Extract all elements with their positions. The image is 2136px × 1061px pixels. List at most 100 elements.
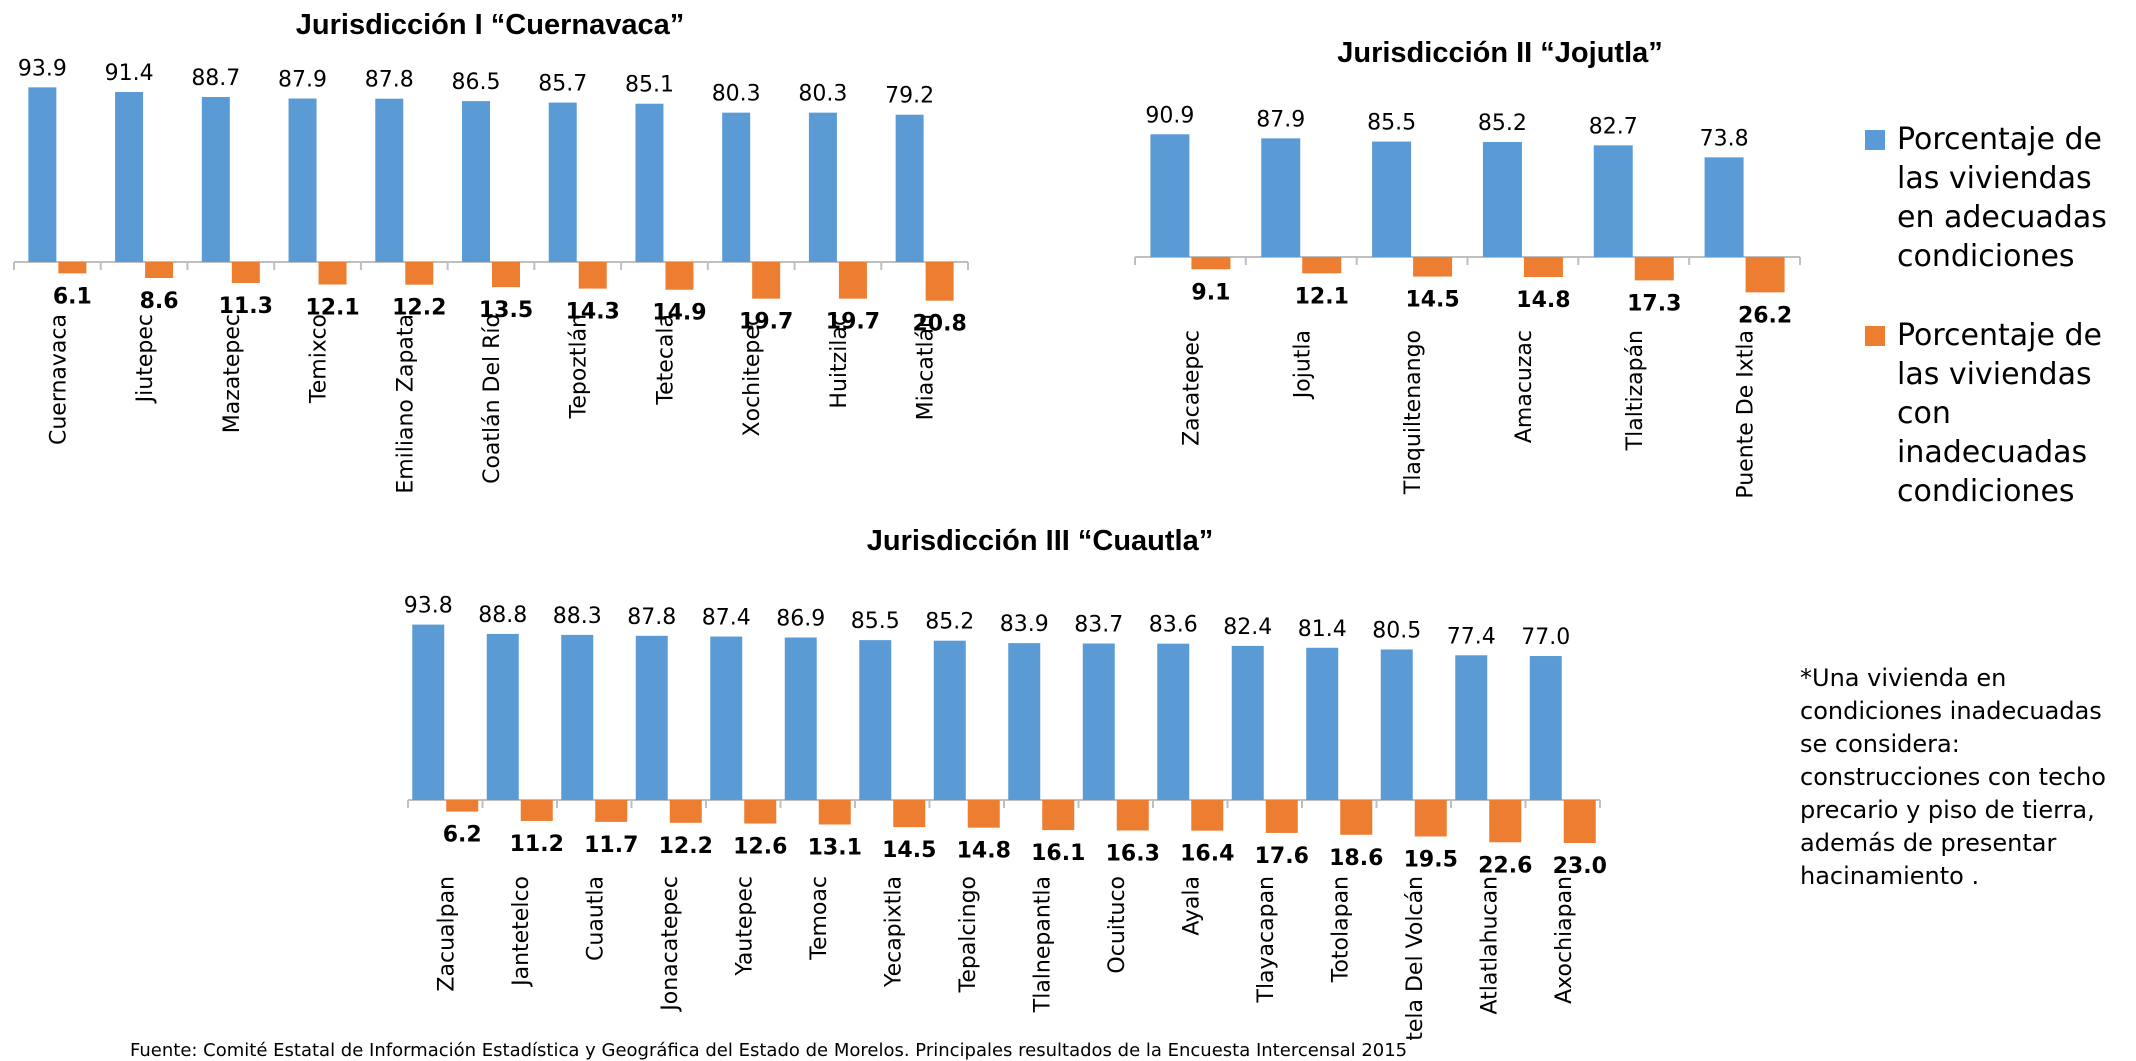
data-label-inadequate: 26.2	[1738, 303, 1792, 328]
bar-inadequate	[1340, 800, 1373, 835]
data-label-inadequate: 11.2	[510, 832, 564, 857]
category-label: Cuautla	[583, 876, 608, 961]
bar-inadequate	[1489, 800, 1522, 843]
category-label: Jojutla	[1290, 330, 1315, 400]
bar-inadequate	[595, 800, 628, 822]
source-text: Fuente: Comité Estatal de Información Es…	[130, 1040, 1408, 1061]
legend: Porcentaje de las viviendas en adecuadas…	[1865, 120, 2135, 535]
bar-adequate	[808, 112, 837, 262]
bar-adequate	[1082, 643, 1115, 800]
data-label-inadequate: 16.1	[1031, 841, 1085, 866]
category-label: Atlatlahucan	[1477, 876, 1502, 1015]
data-label-adequate: 87.8	[365, 68, 414, 93]
data-label-inadequate: 12.2	[659, 834, 713, 859]
category-label: Axochiapan	[1552, 876, 1577, 1004]
data-label-adequate: 87.9	[278, 68, 327, 93]
bar-inadequate	[1191, 800, 1224, 831]
data-label-inadequate: 20.8	[912, 312, 966, 337]
data-label-adequate: 85.1	[625, 73, 674, 98]
data-label-inadequate: 17.6	[1255, 844, 1309, 869]
bar-inadequate	[1413, 257, 1453, 277]
legend-item-inadequate: Porcentaje de las viviendas con inadecua…	[1865, 316, 2135, 511]
data-label-adequate: 87.8	[627, 605, 676, 630]
data-label-inadequate: 12.6	[733, 835, 787, 860]
data-label-adequate: 80.5	[1372, 618, 1421, 643]
data-label-adequate: 83.7	[1074, 612, 1123, 637]
data-label-adequate: 85.5	[1367, 111, 1416, 136]
bar-inadequate	[231, 262, 260, 284]
category-label: Mazatepec	[220, 314, 245, 433]
footnote: *Una vivienda en condiciones inadecuadas…	[1800, 664, 2106, 890]
bar-adequate	[548, 102, 577, 263]
data-label-adequate: 88.3	[553, 604, 602, 629]
bar-inadequate	[893, 800, 926, 828]
data-label-inadequate: 11.7	[584, 833, 638, 858]
legend-item-adequate: Porcentaje de las viviendas en adecuadas…	[1865, 120, 2135, 276]
data-label-adequate: 77.4	[1447, 624, 1496, 649]
bar-adequate	[561, 634, 594, 800]
data-label-inadequate: 12.1	[1295, 284, 1349, 309]
data-label-adequate: 77.0	[1521, 625, 1570, 650]
data-label-adequate: 73.8	[1700, 126, 1749, 151]
legend-swatch-adequate	[1865, 130, 1885, 150]
category-label: Tepoztlán	[567, 314, 592, 419]
bar-inadequate	[1302, 257, 1342, 274]
bar-inadequate	[1191, 257, 1231, 270]
bar-adequate	[1231, 645, 1264, 800]
data-label-adequate: 91.4	[105, 61, 154, 86]
data-label-inadequate: 14.8	[957, 839, 1011, 864]
data-label-adequate: 87.9	[1256, 107, 1305, 132]
bar-adequate	[1380, 649, 1413, 800]
chart-title: Jurisdicción I “Cuernavaca”	[296, 9, 684, 41]
data-label-inadequate: 12.1	[305, 296, 359, 321]
bar-inadequate	[1265, 800, 1298, 833]
bar-adequate	[1008, 643, 1041, 800]
data-label-adequate: 85.7	[538, 72, 587, 97]
category-label: Yautepec	[732, 876, 757, 977]
chart-cuautla: Jurisdicción III “Cuautla” 93.8 6.2 Zacualp…	[404, 525, 1607, 1040]
data-label-adequate: 88.8	[478, 603, 527, 628]
bar-inadequate	[1563, 800, 1596, 844]
data-label-inadequate: 13.5	[479, 298, 533, 323]
data-label-inadequate: 23.0	[1553, 854, 1607, 879]
data-label-inadequate: 14.5	[1405, 288, 1459, 313]
category-label: Xochitepec	[740, 314, 765, 436]
bar-adequate	[895, 114, 924, 262]
bar-adequate	[1482, 141, 1522, 257]
category-label: Miacatlán	[914, 314, 939, 420]
bar-inadequate	[520, 800, 553, 821]
data-label-adequate: 79.2	[885, 84, 934, 109]
bar-inadequate	[925, 262, 954, 301]
bar-inadequate	[838, 262, 867, 299]
bar-inadequate	[1042, 800, 1075, 831]
data-label-inadequate: 19.5	[1404, 847, 1458, 872]
bar-adequate	[486, 633, 519, 800]
bar-adequate	[201, 97, 230, 262]
legend-label-inadequate: Porcentaje de las viviendas con inadecua…	[1897, 318, 2102, 509]
data-label-adequate: 82.7	[1589, 114, 1638, 139]
category-label: Huitzilac	[827, 314, 852, 409]
data-label-inadequate: 6.2	[443, 823, 482, 848]
data-label-adequate: 87.4	[702, 606, 751, 631]
bar-inadequate	[1414, 800, 1447, 837]
category-label: Tlaquiltenango	[1401, 330, 1426, 495]
data-label-inadequate: 19.7	[826, 310, 880, 335]
bar-adequate	[635, 635, 668, 800]
legend-swatch-inadequate	[1865, 326, 1885, 346]
bar-inadequate	[318, 262, 347, 285]
chart-jojutla: Jurisdicción II “Jojutla” 90.9 9.1 Zacatepe…	[1134, 37, 1801, 499]
data-label-inadequate: 22.6	[1478, 853, 1532, 878]
data-label-inadequate: 11.3	[219, 294, 273, 319]
bar-inadequate	[752, 262, 781, 299]
legend-label-adequate: Porcentaje de las viviendas en adecuadas…	[1897, 122, 2107, 274]
bar-adequate	[1529, 656, 1562, 800]
bar-inadequate	[1116, 800, 1149, 831]
bar-adequate	[784, 637, 817, 800]
data-label-adequate: 88.7	[191, 66, 240, 91]
category-label: Emiliano Zapata	[393, 314, 418, 494]
bar-adequate	[115, 91, 144, 262]
bar-adequate	[1157, 643, 1190, 800]
bar-inadequate	[669, 800, 702, 823]
category-label: Yecapixtla	[881, 876, 906, 988]
data-label-inadequate: 8.6	[140, 289, 179, 314]
